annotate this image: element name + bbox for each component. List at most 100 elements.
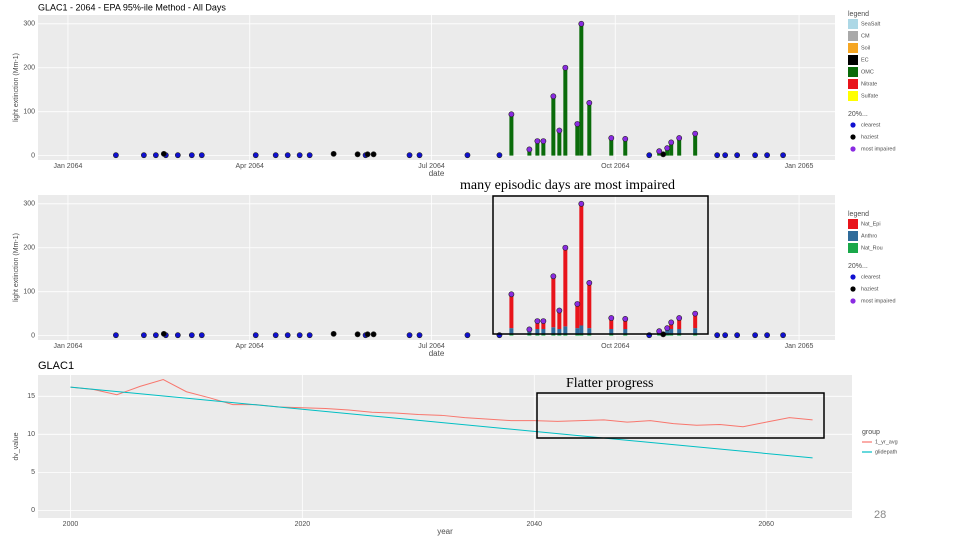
legend-swatch [848, 31, 858, 41]
legend-label: Sulfate [861, 93, 878, 99]
point [152, 332, 159, 339]
y-tick-label: 5 [31, 469, 35, 476]
point [330, 150, 337, 157]
point [656, 328, 663, 335]
y-axis-label: light extinction (Mm-1) [13, 233, 20, 302]
point [160, 150, 167, 157]
bar-segment [579, 325, 584, 334]
bar-segment [535, 142, 540, 156]
point [714, 332, 721, 339]
bar-segment [609, 329, 614, 334]
point [556, 127, 563, 134]
point [198, 152, 205, 159]
legend-label: EC [861, 57, 869, 63]
annotation: Flatter progress [566, 376, 653, 391]
legend-label: haziest [861, 134, 879, 140]
point [656, 148, 663, 155]
point [416, 332, 423, 339]
x-tick-label: 2000 [63, 521, 79, 528]
legend-label: clearest [861, 274, 881, 280]
plot-panel [38, 195, 835, 340]
bar-segment [535, 329, 540, 334]
legend-label: SeaSalt [861, 21, 881, 27]
y-tick-label: 0 [31, 332, 35, 339]
point [526, 326, 533, 333]
y-tick-label: 15 [27, 393, 35, 400]
bar-segment [669, 329, 674, 334]
y-tick-label: 0 [31, 152, 35, 159]
legend-swatch [848, 55, 858, 65]
point [174, 152, 181, 159]
point [364, 331, 371, 338]
legend-label: Nat_Rou [861, 245, 883, 251]
point [113, 152, 119, 159]
highlight-box [492, 195, 709, 335]
point [764, 332, 770, 339]
point [608, 315, 615, 321]
point [562, 64, 569, 71]
legend-title: 20%... [848, 111, 868, 118]
legend-swatch [848, 19, 858, 29]
legend-title: group [862, 429, 880, 436]
point [296, 332, 303, 339]
point [646, 152, 653, 159]
bar-segment [669, 322, 674, 330]
legend-label: Soil [861, 45, 870, 51]
point [174, 332, 181, 339]
bar-segment [563, 326, 568, 334]
point [622, 316, 629, 322]
point [752, 332, 759, 339]
point [416, 152, 423, 159]
line [70, 379, 813, 428]
point [780, 332, 786, 339]
point [764, 152, 770, 159]
chart-title: GLAC1 [38, 360, 74, 372]
legend-swatch [848, 219, 858, 229]
bar-segment [677, 139, 682, 156]
bar-segment [623, 318, 628, 330]
point [354, 331, 361, 338]
bar-segment [575, 125, 580, 156]
bar-segment [541, 321, 546, 330]
point [714, 152, 721, 159]
x-tick-label: Jan 2064 [54, 163, 83, 170]
annotation: many episodic days are most impaired [460, 178, 675, 193]
bar-segment [677, 318, 682, 330]
bar-segment [557, 329, 562, 334]
bar-segment [563, 69, 568, 156]
point [660, 151, 667, 158]
y-tick-label: 200 [23, 245, 35, 252]
point [578, 20, 585, 27]
point [364, 151, 371, 158]
x-tick-label: Apr 2064 [236, 163, 265, 170]
point [608, 135, 615, 141]
bar-segment [535, 321, 540, 330]
x-axis-label: date [429, 349, 445, 358]
bar-segment [557, 132, 562, 156]
x-tick-label: Jul 2064 [418, 343, 445, 350]
legend-title: legend [848, 11, 869, 18]
x-tick-label: Jul 2064 [418, 163, 445, 170]
point [780, 152, 786, 159]
bar-segment [579, 203, 584, 326]
bar-segment [557, 310, 562, 330]
point [578, 200, 585, 207]
legend-label: 1_yr_avg [875, 439, 898, 445]
point [722, 332, 729, 339]
point [284, 152, 291, 159]
point [664, 145, 671, 152]
point [152, 152, 159, 159]
bar-segment [587, 328, 592, 334]
bar-segment [509, 294, 514, 329]
bar-segment [551, 98, 556, 156]
x-tick-label: Oct 2064 [601, 163, 630, 170]
bar-segment [669, 144, 674, 156]
legend-label: OMC [861, 69, 874, 75]
legend-marker [850, 122, 856, 128]
bar-segment [579, 25, 584, 156]
point [140, 152, 147, 159]
point [272, 332, 279, 339]
point [668, 319, 675, 326]
legend-label: Nat_Epi [861, 221, 881, 227]
bar-segment [623, 329, 628, 334]
